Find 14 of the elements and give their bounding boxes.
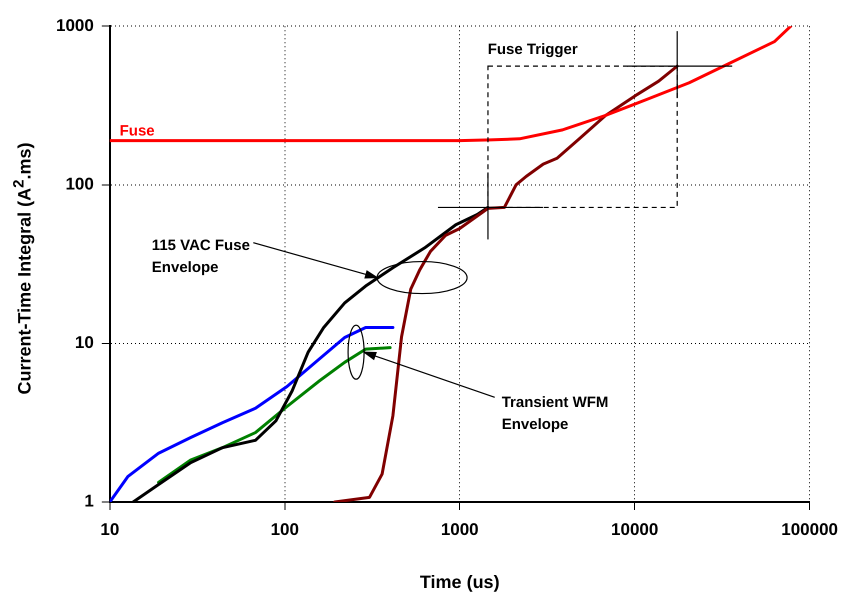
annotation: Transient WFM Envelope bbox=[502, 394, 608, 433]
x-tick-label: 10 bbox=[100, 520, 120, 539]
x-tick-label: 100 bbox=[270, 520, 299, 539]
annotation: Fuse Trigger bbox=[488, 40, 578, 58]
y-tick-label: 1 bbox=[84, 492, 94, 511]
x-tick-label: 10000 bbox=[611, 520, 658, 539]
annotation: 115 VAC Fuse Envelope bbox=[152, 236, 250, 276]
y-tick-label: 1000 bbox=[56, 16, 94, 35]
x-tick-label: 1000 bbox=[440, 520, 479, 539]
y-tick-label: 10 bbox=[74, 333, 94, 352]
annotation: Fuse bbox=[120, 122, 155, 140]
x-axis-title: Time (us) bbox=[420, 572, 500, 592]
x-tick-label: 100000 bbox=[781, 520, 838, 539]
y-tick-label: 100 bbox=[65, 174, 94, 194]
